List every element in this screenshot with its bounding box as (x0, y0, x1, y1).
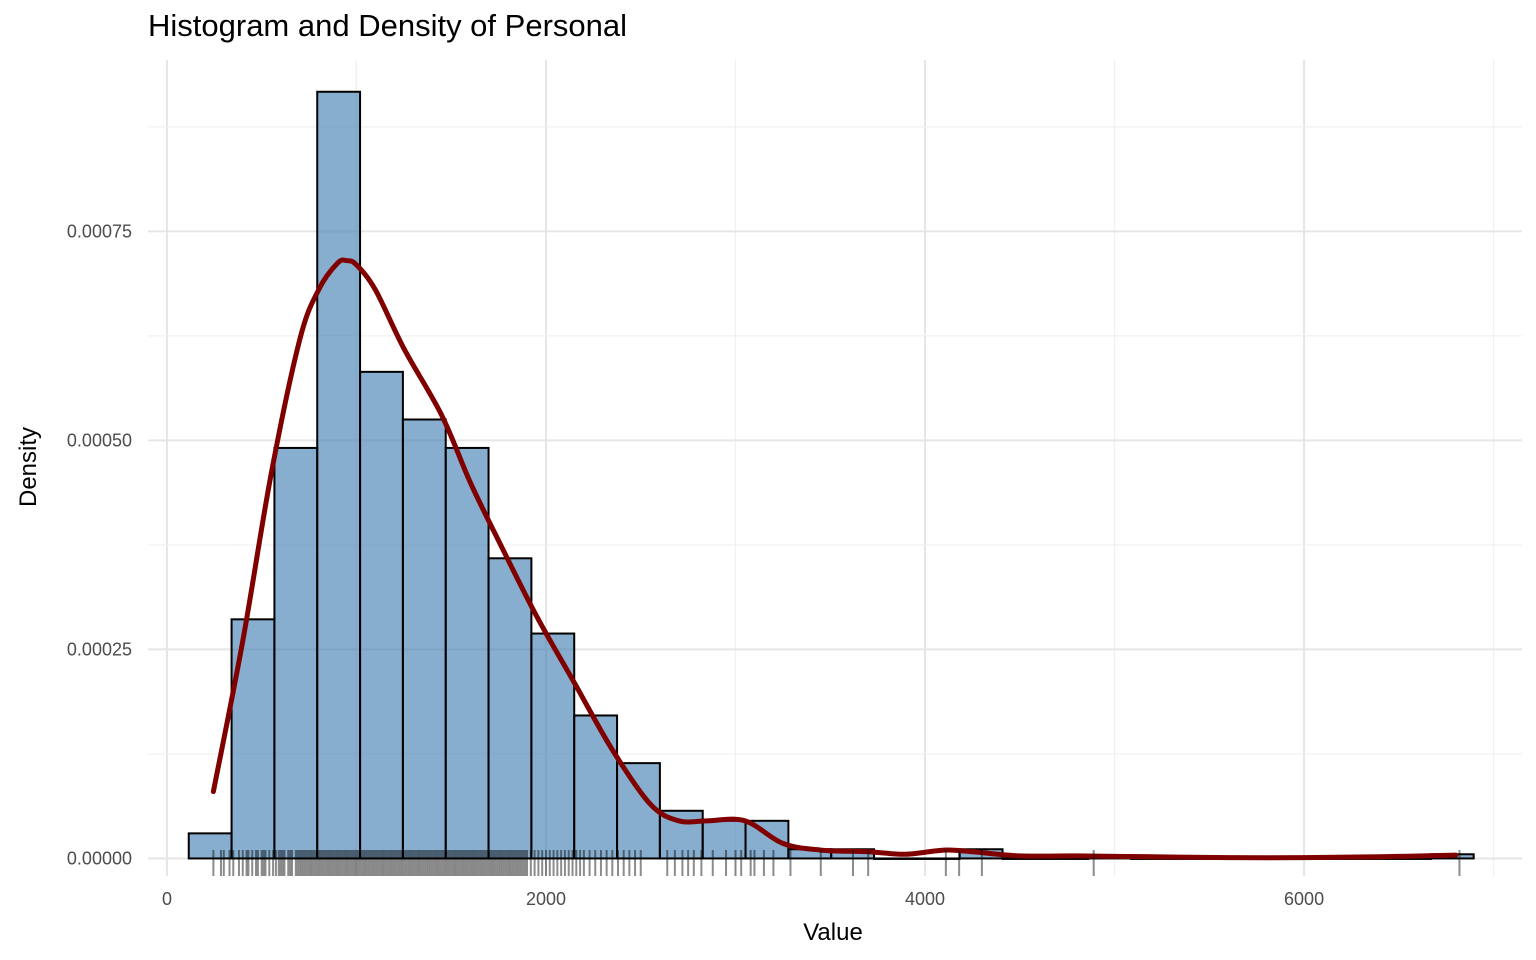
histogram-bar (444, 446, 490, 860)
x-tick-label: 0 (162, 889, 172, 909)
histogram-bar (616, 762, 661, 860)
histogram-bars (187, 90, 1475, 860)
histogram-bar (316, 90, 362, 860)
histogram-bar (401, 418, 447, 860)
x-axis-title: Value (803, 919, 863, 946)
y-tick-label: 0.00000 (67, 848, 132, 868)
y-tick-label: 0.00075 (67, 221, 132, 241)
histogram-bar (873, 857, 918, 860)
histogram-bar (187, 832, 233, 860)
histogram-bar (359, 370, 404, 860)
histogram-bar (701, 819, 747, 860)
rug-marks (212, 850, 1461, 876)
y-tick-labels: 0.00000 0.00025 0.00050 0.00075 (67, 221, 132, 868)
histogram-bar (273, 446, 319, 860)
y-tick-label: 0.00025 (67, 639, 132, 659)
density-curve (210, 257, 1459, 861)
x-tick-label: 2000 (526, 889, 566, 909)
histogram-bar (915, 857, 961, 860)
chart-title: Histogram and Density of Personal (148, 8, 628, 43)
x-tick-label: 6000 (1284, 889, 1324, 909)
density-curve-layer (210, 257, 1459, 861)
y-axis-title: Density (15, 427, 42, 507)
x-tick-labels: 0 2000 4000 6000 (162, 889, 1324, 909)
histogram-bar (487, 557, 533, 860)
histogram-bar (573, 714, 619, 860)
y-tick-label: 0.00050 (67, 430, 132, 450)
x-tick-label: 4000 (905, 889, 945, 909)
